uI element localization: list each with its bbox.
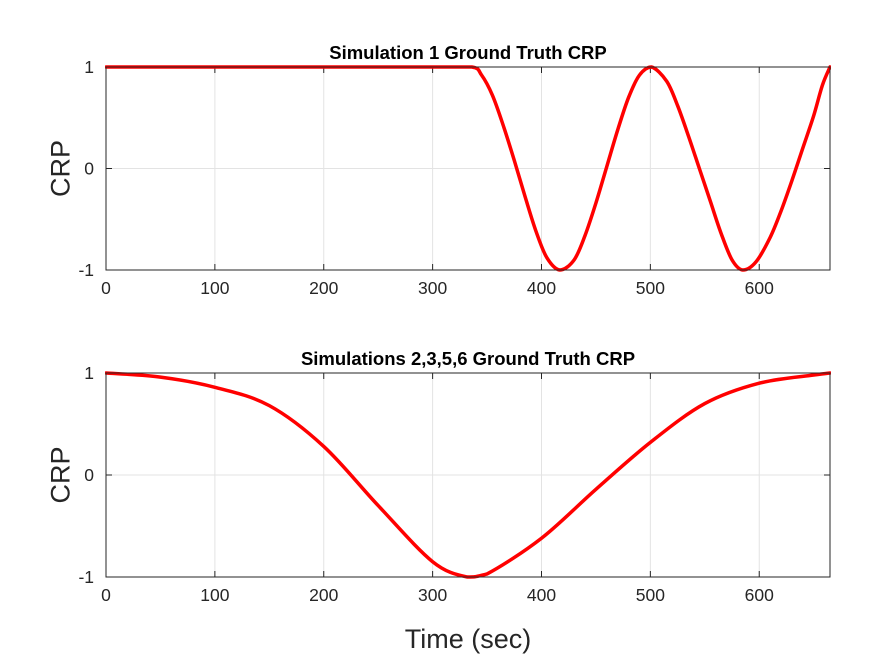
axes-box bbox=[105, 372, 831, 578]
y-tick-label: 0 bbox=[84, 159, 94, 179]
x-tick-label: 200 bbox=[309, 278, 338, 298]
x-tick-label: 100 bbox=[200, 278, 229, 298]
x-tick-label: 0 bbox=[101, 585, 111, 605]
bottom-plot: CRP Time (sec) 0 100 200 300 400 500 600 -1 0 1 Si… bbox=[45, 348, 831, 654]
y-axis-label: CRP bbox=[45, 446, 75, 503]
x-tick-label: 300 bbox=[418, 585, 447, 605]
x-tick-label: 300 bbox=[418, 278, 447, 298]
x-tick-label: 500 bbox=[636, 585, 665, 605]
x-tick-label: 600 bbox=[745, 585, 774, 605]
chart-title: Simulations 2,3,5,6 Ground Truth CRP bbox=[301, 348, 635, 369]
x-tick-label: 600 bbox=[745, 278, 774, 298]
y-tick-label: -1 bbox=[78, 260, 94, 280]
x-tick-label: 400 bbox=[527, 278, 556, 298]
y-tick-label: 1 bbox=[84, 57, 94, 77]
y-tick-label: 1 bbox=[84, 363, 94, 383]
series-line bbox=[105, 65, 831, 272]
x-tick-label: 500 bbox=[636, 278, 665, 298]
x-tick-label: 0 bbox=[101, 278, 111, 298]
chart-title: Simulation 1 Ground Truth CRP bbox=[329, 42, 607, 63]
axes-box bbox=[105, 66, 831, 271]
series-line bbox=[105, 371, 831, 579]
x-tick-label: 100 bbox=[200, 585, 229, 605]
y-tick-label: 0 bbox=[84, 465, 94, 485]
x-tick-label: 200 bbox=[309, 585, 338, 605]
top-plot: CRP 0 100 200 300 400 500 600 -1 0 1 Simulation 1 … bbox=[45, 42, 831, 298]
x-tick-label: 400 bbox=[527, 585, 556, 605]
y-tick-label: -1 bbox=[78, 567, 94, 587]
y-axis-label: CRP bbox=[45, 140, 75, 197]
x-axis-label: Time (sec) bbox=[405, 624, 532, 654]
